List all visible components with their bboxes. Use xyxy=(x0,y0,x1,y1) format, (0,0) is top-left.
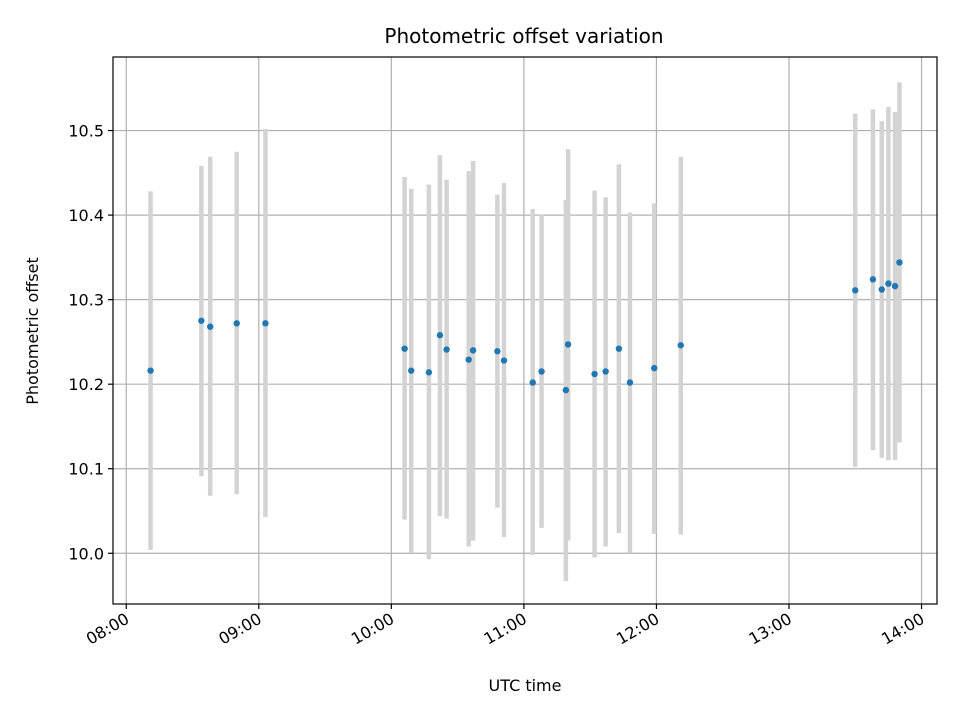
data-point xyxy=(562,386,570,394)
data-point xyxy=(465,356,472,363)
data-point xyxy=(615,345,623,352)
data-point xyxy=(500,357,508,364)
data-point xyxy=(147,367,154,374)
data-point xyxy=(891,282,899,290)
data-point xyxy=(885,280,892,287)
data-point xyxy=(878,286,885,293)
data-point xyxy=(262,320,269,327)
data-point xyxy=(651,364,658,372)
data-point xyxy=(564,341,572,348)
data-point xyxy=(207,323,214,330)
data-point xyxy=(852,287,859,294)
y-tick-label: 10.3 xyxy=(68,291,104,310)
data-point xyxy=(401,345,408,352)
data-point xyxy=(626,379,634,386)
y-tick-label: 10.2 xyxy=(68,375,104,394)
data-point xyxy=(538,368,545,375)
data-point xyxy=(896,259,903,266)
data-point xyxy=(591,370,598,378)
chart-title: Photometric offset variation xyxy=(384,24,663,48)
data-point xyxy=(425,369,433,376)
y-tick-label: 10.4 xyxy=(68,206,104,225)
y-tick-label: 10.1 xyxy=(68,460,104,479)
x-axis-label: UTC time xyxy=(489,676,562,695)
data-point xyxy=(529,379,536,386)
data-point xyxy=(469,347,477,354)
data-point xyxy=(869,276,877,283)
data-point xyxy=(494,348,501,355)
data-point xyxy=(677,342,684,349)
y-axis-label: Photometric offset xyxy=(23,257,42,405)
data-point xyxy=(408,367,415,374)
data-points xyxy=(147,259,903,394)
data-point xyxy=(436,331,444,339)
data-point xyxy=(443,346,450,353)
y-tick-label: 10.0 xyxy=(68,544,104,563)
data-point xyxy=(233,320,240,327)
y-tick-label: 10.5 xyxy=(68,122,104,141)
data-point xyxy=(602,368,609,375)
y-axis-ticks: 10.0 10.1 10.2 10.3 10.4 10.5 xyxy=(68,122,113,563)
plot-frame xyxy=(112,56,938,605)
data-point xyxy=(198,317,205,324)
